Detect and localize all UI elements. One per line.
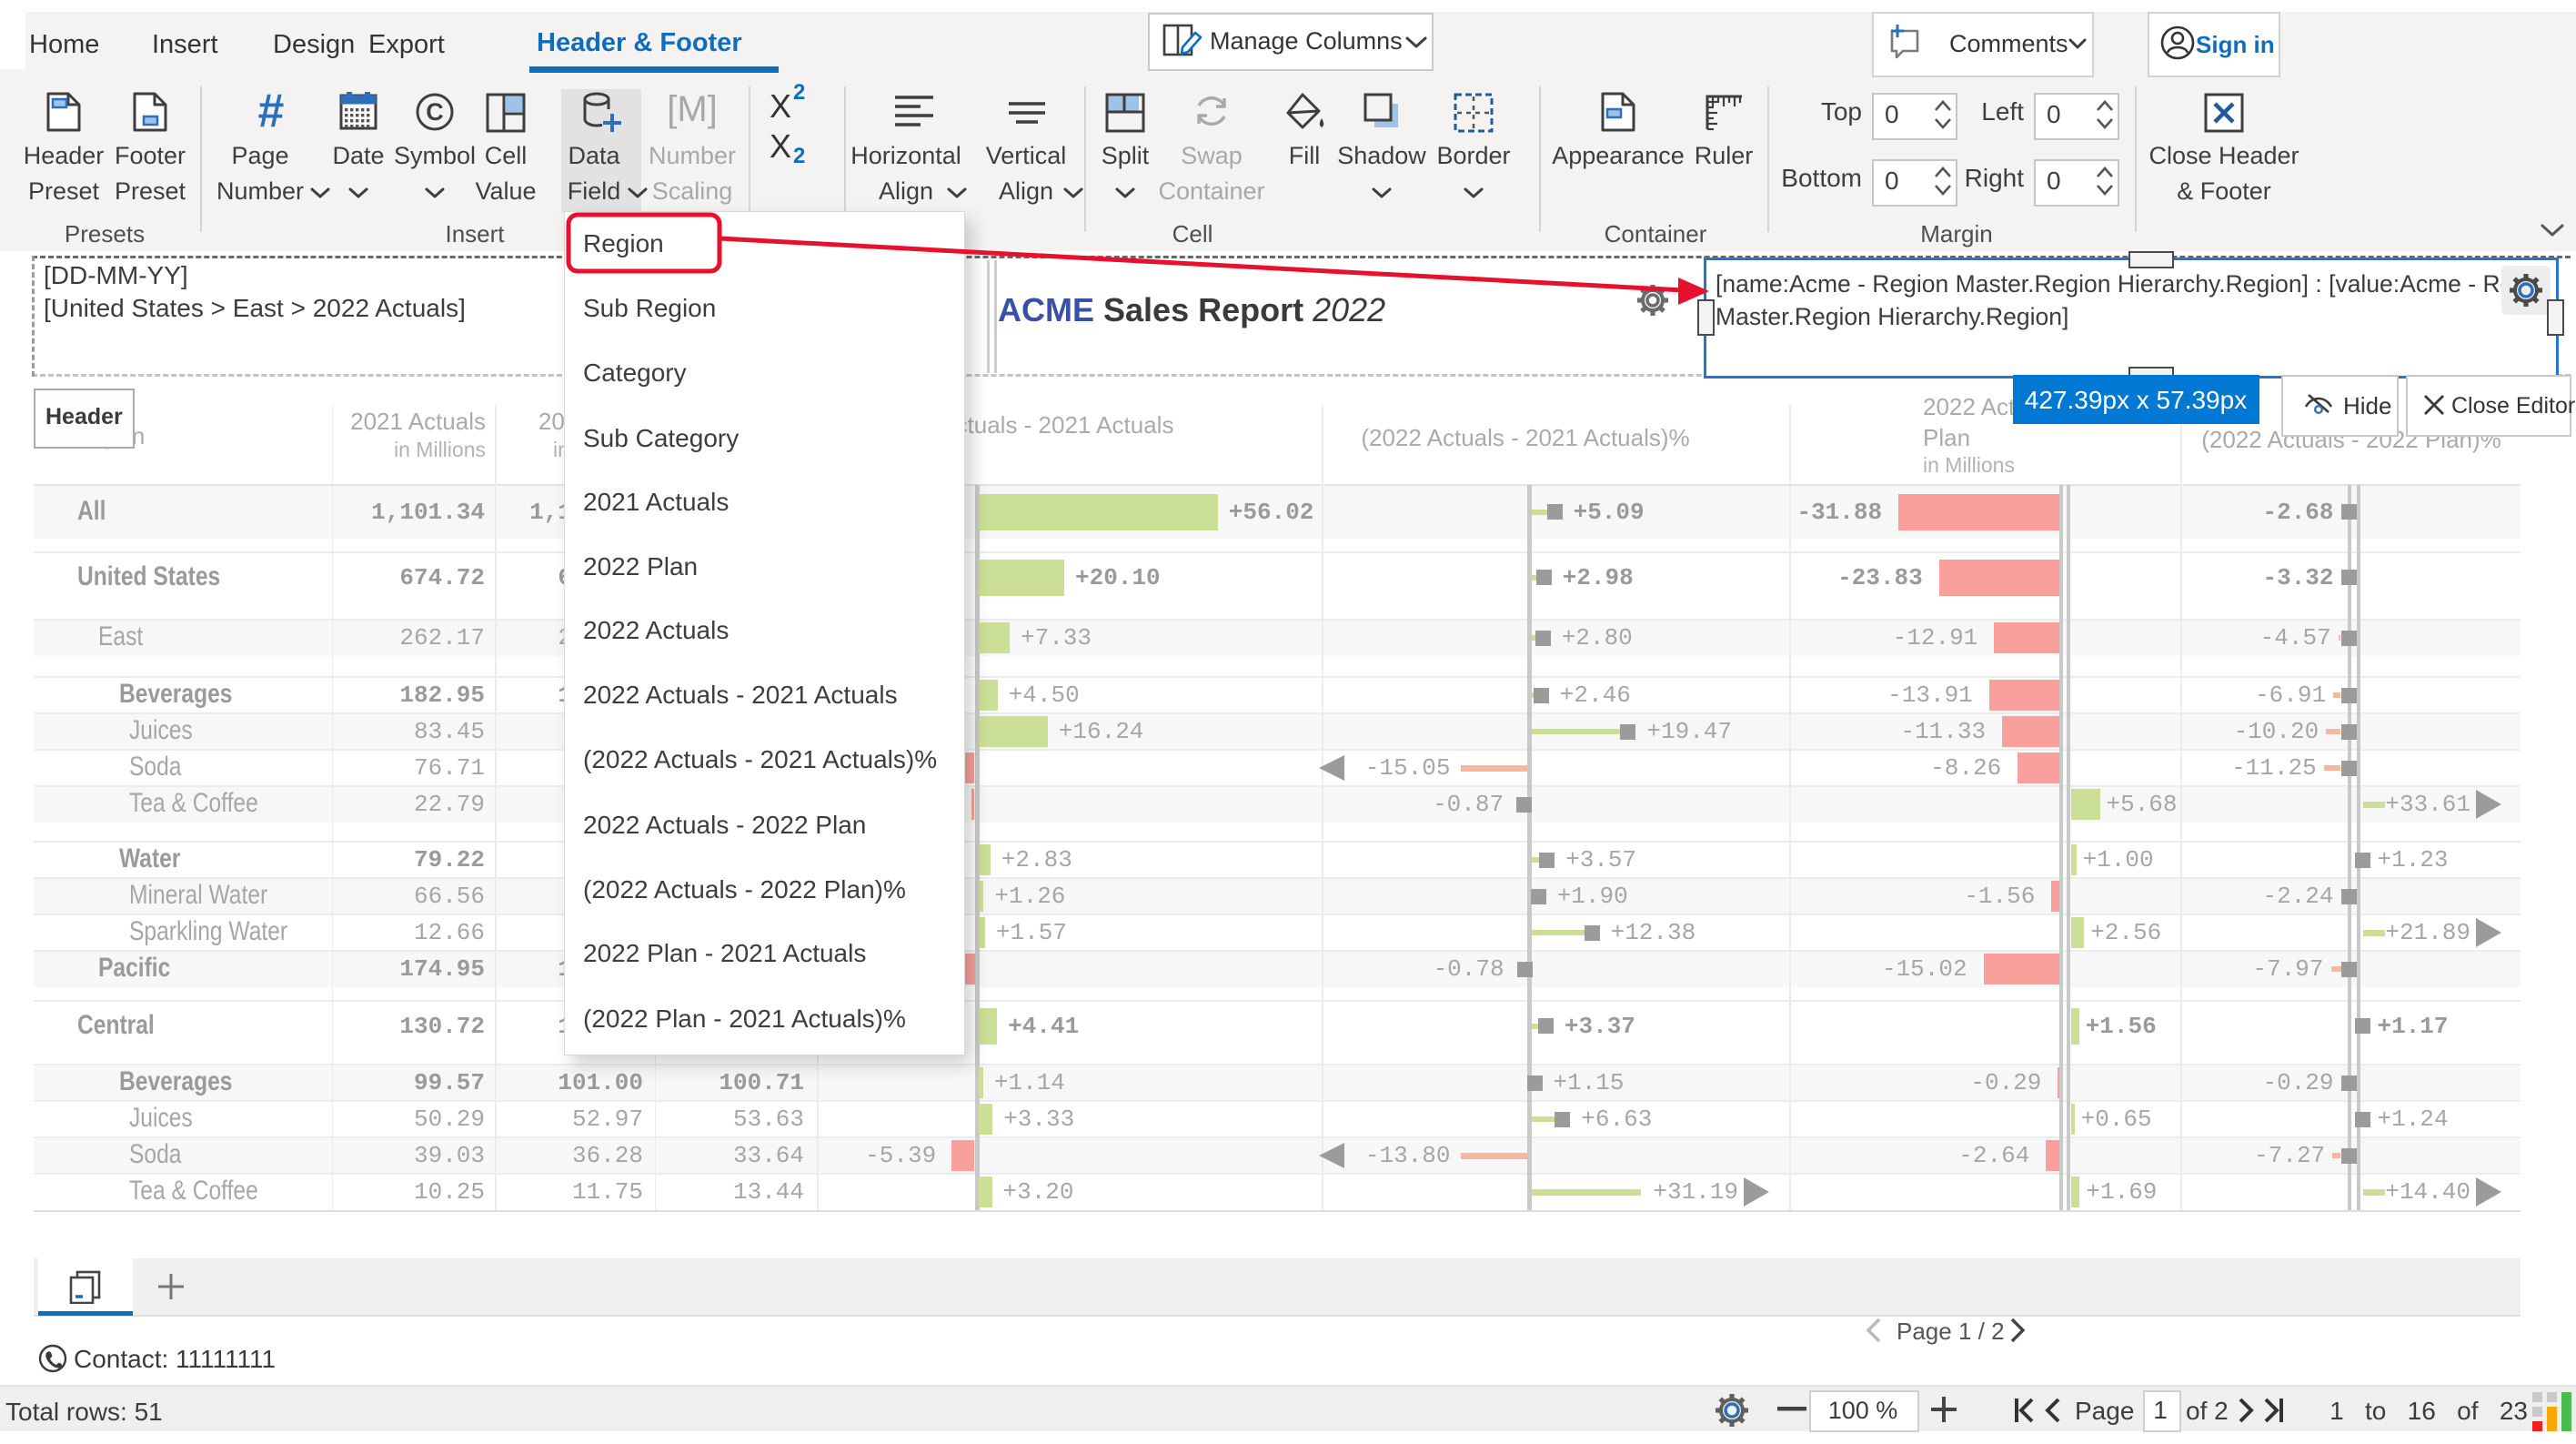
svg-text:C: C	[426, 98, 444, 126]
